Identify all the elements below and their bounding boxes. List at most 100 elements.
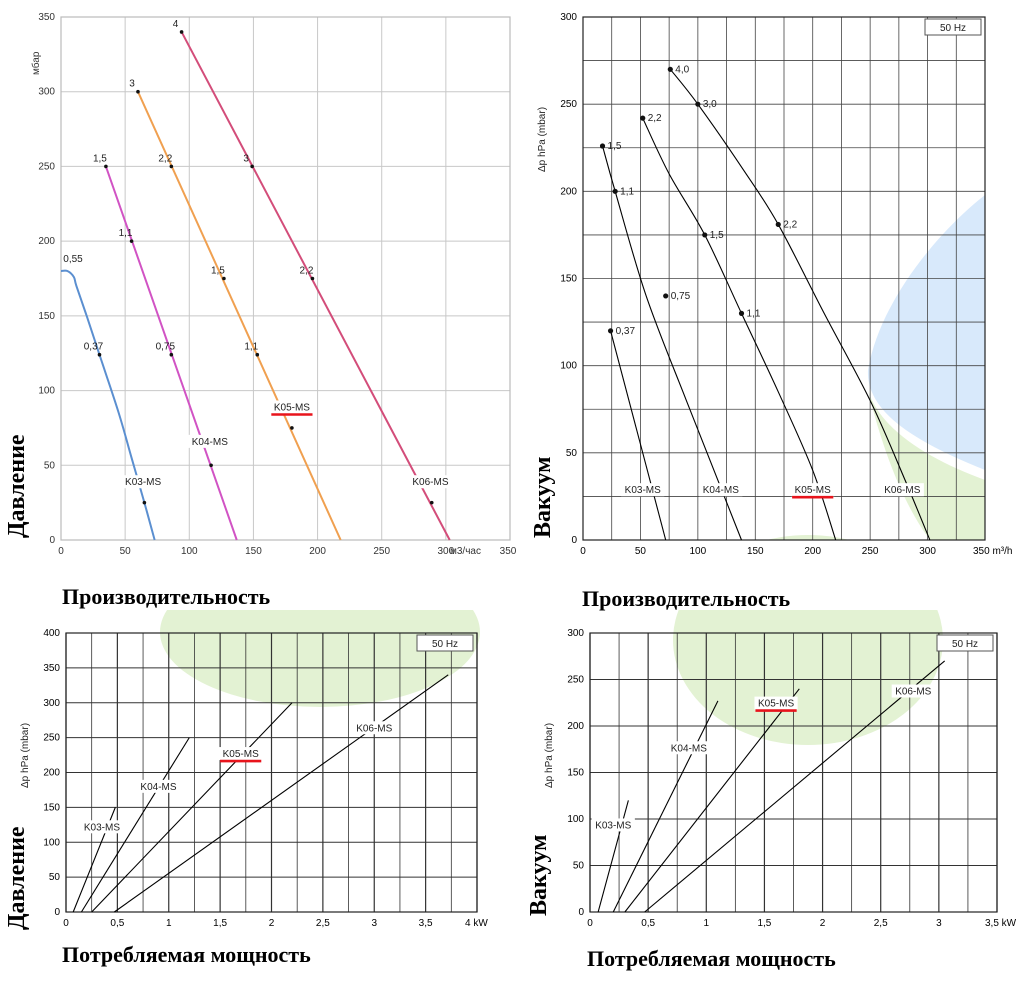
c3-xtick: 4 kW	[465, 918, 488, 929]
c4-ytick: 0	[578, 907, 584, 918]
c3-series-k04-ms	[80, 737, 190, 913]
c4-series-label-bg	[754, 696, 798, 710]
c2-data-point	[702, 232, 708, 238]
c1-ytick: 300	[38, 87, 55, 98]
c3-ytick: 350	[43, 663, 60, 674]
c1-data-point	[136, 89, 140, 94]
c2-point-label: 1,1	[747, 308, 761, 319]
c1-data-point	[179, 30, 184, 34]
c1-data-point	[209, 463, 213, 468]
c2-xtick: 200	[804, 546, 821, 557]
c3-series-k05-ms	[91, 702, 293, 913]
c2-freq-badge	[924, 18, 982, 36]
c4-series-label: K05-MS	[758, 699, 794, 710]
c4-y-unit: Δp hPa (mbar)	[544, 723, 555, 788]
c2-point-label: 4,0	[675, 64, 689, 75]
c3-series-label-bg	[136, 779, 181, 793]
c3-ytick: 400	[43, 628, 60, 639]
c3-series-label-bg	[352, 721, 396, 735]
c4-ylabel: Вакуум	[526, 834, 552, 916]
c4-series-label: K06-MS	[895, 687, 931, 698]
c1-xlabel: Производительность	[62, 584, 271, 609]
c1-data-point	[142, 500, 147, 505]
c1-ytick: 50	[44, 460, 56, 471]
c1-xtick: 150	[245, 546, 262, 557]
c4-xtick: 0,5	[641, 918, 655, 929]
c1-point-label: 0,37	[84, 342, 104, 353]
c1-series-label-bg	[188, 434, 232, 448]
c3-xtick: 3,5	[419, 918, 433, 929]
c3-xtick: 3	[371, 918, 377, 929]
c3-series-label: K03-MS	[84, 822, 120, 833]
c1-y-unit: мбар	[30, 51, 42, 75]
c3-series-k06-ms	[113, 674, 449, 913]
c3-xtick: 0	[63, 918, 69, 929]
c4-freq-label: 50 Hz	[952, 639, 978, 650]
c3-series-label-bg	[219, 747, 263, 761]
c3-series-label: K05-MS	[223, 749, 259, 760]
c3-ytick: 0	[54, 907, 60, 918]
c2-series-k05-ms	[642, 117, 837, 541]
c1-data-point	[169, 352, 174, 357]
c1-ytick: 150	[38, 311, 55, 322]
c1-data-point	[290, 426, 294, 430]
c4-series-k06-ms	[644, 660, 946, 913]
c4-xtick: 3	[936, 918, 942, 929]
c4-ytick: 200	[567, 721, 584, 732]
c1-ytick: 100	[38, 386, 55, 397]
c2-ytick: 300	[560, 12, 577, 23]
c2-xtick: 0	[580, 546, 586, 557]
c2-ytick: 50	[566, 448, 578, 459]
c1-point-label: 1,1	[119, 228, 133, 239]
c1-data-point	[104, 164, 108, 169]
c2-frame	[582, 16, 986, 541]
c2-series-label-bg	[791, 483, 835, 497]
c4-series-k04-ms	[612, 700, 719, 913]
c2-xlabel: Производительность	[582, 586, 791, 611]
c1-xtick: 200	[309, 546, 326, 557]
c2-data-point	[607, 328, 614, 334]
c2-ytick: 250	[560, 99, 577, 110]
c2-series-label: K04-MS	[703, 485, 739, 496]
c2-xtick: 150	[747, 546, 764, 557]
c4-ytick: 250	[567, 675, 584, 686]
c1-data-point	[97, 352, 102, 357]
c1-series-label: K04-MS	[192, 437, 228, 448]
c3-series-label: K06-MS	[356, 723, 392, 734]
c2-y-unit: Δp hPa (mbar)	[537, 107, 548, 172]
c1-point-label: 0,75	[156, 342, 176, 353]
c1-ytick: 350	[38, 12, 55, 23]
c1-series-label-bg	[270, 400, 314, 414]
c3-xlabel: Потребляемая мощность	[62, 942, 311, 967]
c3-ytick: 300	[43, 698, 60, 709]
c4-ytick: 300	[567, 628, 584, 639]
c1-series-k06-ms	[180, 31, 451, 541]
c3-y-unit: Δp hPa (mbar)	[20, 723, 31, 788]
c2-xtick: 50	[635, 546, 647, 557]
c3-freq-label: 50 Hz	[432, 639, 458, 650]
c1-series-label-bg	[408, 475, 453, 489]
c4-series-label-bg	[891, 684, 935, 698]
c4-series-label: K04-MS	[671, 743, 707, 754]
c2-series-k04-ms	[601, 145, 743, 541]
c2-series-k06-ms	[669, 68, 931, 541]
c3-ytick: 100	[43, 837, 60, 848]
c1-series-label: K05-MS	[274, 403, 310, 414]
c4-ytick: 100	[567, 814, 584, 825]
c2-series-label: K05-MS	[795, 485, 831, 496]
c4-series-label-bg	[591, 818, 635, 832]
c2-data-point	[640, 115, 646, 121]
c1-point-label: 0,55	[63, 254, 83, 265]
c1-point-label: 1,1	[244, 342, 258, 353]
c1-series-label: K06-MS	[412, 477, 448, 488]
c2-point-label: 1,5	[710, 230, 724, 241]
c1-series-label: K03-MS	[125, 477, 161, 488]
c1-series-k03-ms	[60, 269, 156, 541]
c2-ytick: 0	[571, 535, 577, 546]
c4-xtick: 2,5	[874, 918, 888, 929]
c1-xtick: 100	[181, 546, 198, 557]
c1-series-label-bg	[121, 475, 165, 489]
c2-point-label: 2,2	[783, 219, 797, 230]
c3-xtick: 2,5	[316, 918, 330, 929]
c1-x-unit: м3/час	[450, 546, 481, 557]
